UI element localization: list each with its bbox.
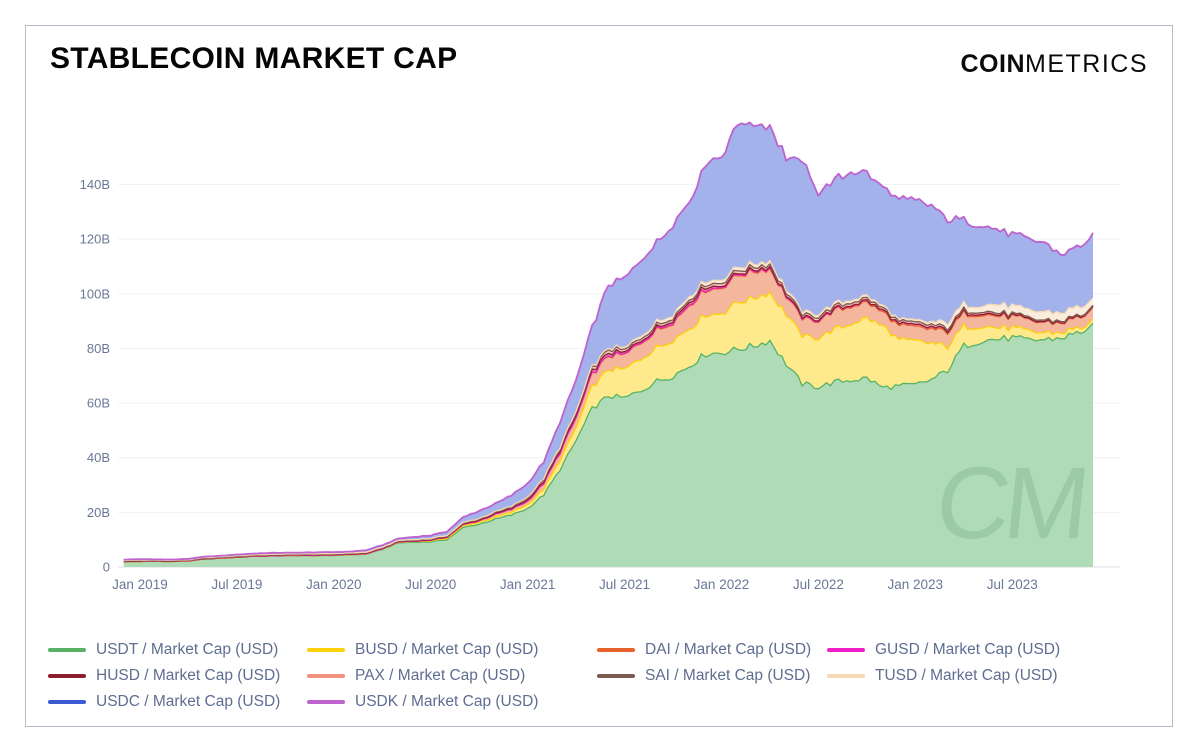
legend-item-usdk[interactable]: USDK / Market Cap (USD) <box>307 693 597 711</box>
logo-metrics-text: METRICS <box>1025 50 1148 78</box>
x-axis-tick-label: Jul 2021 <box>599 577 650 592</box>
y-axis-tick-label: 20B <box>87 505 110 520</box>
legend-item-usdc[interactable]: USDC / Market Cap (USD) <box>48 693 307 711</box>
legend-item-busd[interactable]: BUSD / Market Cap (USD) <box>307 641 597 659</box>
legend-label: SAI / Market Cap (USD) <box>645 667 811 684</box>
y-axis-tick-label: 0 <box>103 560 110 575</box>
y-axis-tick-label: 120B <box>80 232 110 247</box>
x-axis-tick-label: Jul 2019 <box>211 577 262 592</box>
y-axis-tick-label: 80B <box>87 341 110 356</box>
x-axis-tick-label: Jan 2020 <box>306 577 362 592</box>
page-title: STABLECOIN MARKET CAP <box>50 42 458 75</box>
y-axis-tick-label: 100B <box>80 286 110 301</box>
legend-swatch-gusd <box>827 647 865 653</box>
coinmetrics-logo: COINMETRICS <box>961 50 1149 79</box>
legend-label: BUSD / Market Cap (USD) <box>355 641 539 658</box>
legend-swatch-usdc <box>48 699 86 705</box>
chart-legend: USDT / Market Cap (USD) BUSD / Market Cap… <box>48 637 1060 715</box>
legend-item-sai[interactable]: SAI / Market Cap (USD) <box>597 667 827 685</box>
legend-label: GUSD / Market Cap (USD) <box>875 641 1061 658</box>
legend-swatch-sai <box>597 673 635 679</box>
legend-label: PAX / Market Cap (USD) <box>355 667 526 684</box>
x-axis-tick-label: Jan 2019 <box>112 577 168 592</box>
y-axis-tick-label: 60B <box>87 396 110 411</box>
legend-label: DAI / Market Cap (USD) <box>645 641 812 658</box>
legend-item-pax[interactable]: PAX / Market Cap (USD) <box>307 667 597 685</box>
coinmetrics-watermark: CM <box>931 445 1090 560</box>
y-axis-tick-label: 40B <box>87 450 110 465</box>
x-axis-tick-label: Jul 2022 <box>793 577 844 592</box>
legend-item-tusd[interactable]: TUSD / Market Cap (USD) <box>827 667 1060 685</box>
y-axis-tick-label: 140B <box>80 177 110 192</box>
legend-swatch-dai <box>597 647 635 653</box>
legend-swatch-usdt <box>48 647 86 653</box>
legend-label: USDK / Market Cap (USD) <box>355 693 539 710</box>
legend-label: USDT / Market Cap (USD) <box>96 641 279 658</box>
legend-label: TUSD / Market Cap (USD) <box>875 667 1058 684</box>
x-axis-tick-label: Jul 2023 <box>987 577 1038 592</box>
legend-swatch-busd <box>307 647 345 653</box>
legend-swatch-pax <box>307 673 345 679</box>
x-axis-tick-label: Jan 2023 <box>888 577 944 592</box>
legend-swatch-husd <box>48 673 86 679</box>
x-axis-tick-label: Jul 2020 <box>405 577 456 592</box>
legend-label: HUSD / Market Cap (USD) <box>96 667 281 684</box>
legend-item-husd[interactable]: HUSD / Market Cap (USD) <box>48 667 307 685</box>
legend-label: USDC / Market Cap (USD) <box>96 693 281 710</box>
x-axis-tick-label: Jan 2022 <box>694 577 750 592</box>
legend-item-usdt[interactable]: USDT / Market Cap (USD) <box>48 641 307 659</box>
legend-item-dai[interactable]: DAI / Market Cap (USD) <box>597 641 827 659</box>
logo-coin-text: COIN <box>960 50 1025 78</box>
legend-swatch-tusd <box>827 673 865 679</box>
legend-swatch-usdk <box>307 699 345 705</box>
x-axis-tick-label: Jan 2021 <box>500 577 556 592</box>
legend-item-gusd[interactable]: GUSD / Market Cap (USD) <box>827 641 1060 659</box>
